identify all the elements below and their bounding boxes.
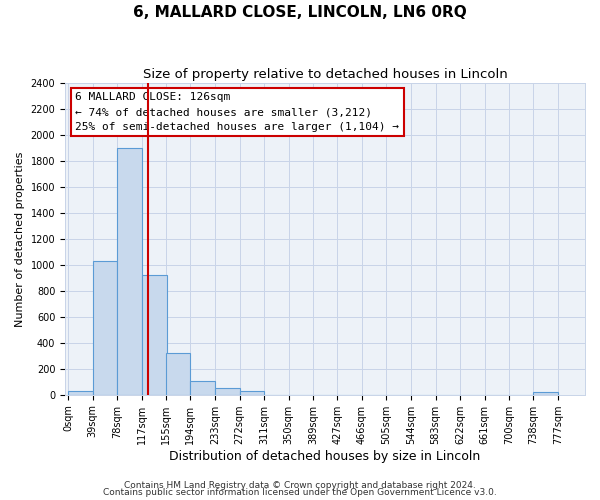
Title: Size of property relative to detached houses in Lincoln: Size of property relative to detached ho…: [143, 68, 508, 80]
Text: Contains HM Land Registry data © Crown copyright and database right 2024.: Contains HM Land Registry data © Crown c…: [124, 480, 476, 490]
Text: 6, MALLARD CLOSE, LINCOLN, LN6 0RQ: 6, MALLARD CLOSE, LINCOLN, LN6 0RQ: [133, 5, 467, 20]
Bar: [166, 353, 190, 395]
Bar: [93, 261, 118, 394]
Bar: [142, 276, 167, 394]
Bar: [533, 392, 558, 394]
Bar: [239, 391, 264, 394]
Bar: [118, 148, 142, 394]
X-axis label: Distribution of detached houses by size in Lincoln: Distribution of detached houses by size …: [169, 450, 481, 462]
Bar: [68, 392, 93, 394]
Bar: [215, 388, 239, 394]
Bar: [190, 381, 215, 394]
Text: 6 MALLARD CLOSE: 126sqm
← 74% of detached houses are smaller (3,212)
25% of semi: 6 MALLARD CLOSE: 126sqm ← 74% of detache…: [76, 92, 400, 132]
Text: Contains public sector information licensed under the Open Government Licence v3: Contains public sector information licen…: [103, 488, 497, 497]
Y-axis label: Number of detached properties: Number of detached properties: [15, 151, 25, 326]
